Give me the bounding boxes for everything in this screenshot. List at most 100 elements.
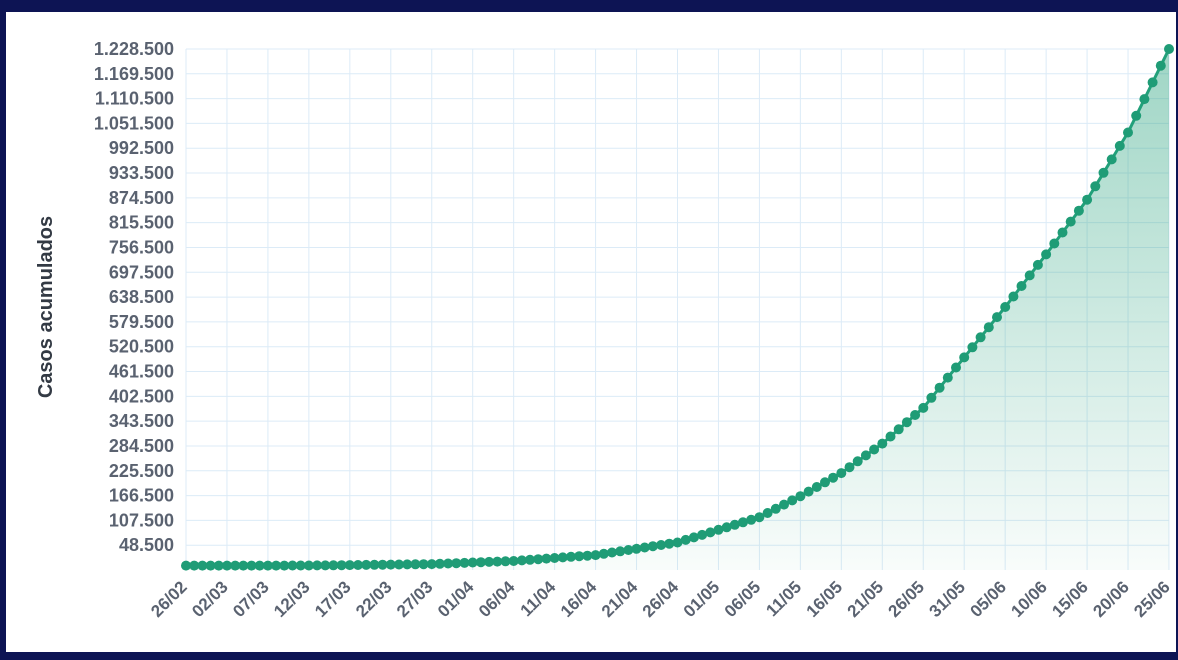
data-point bbox=[222, 560, 232, 571]
x-tick-label: 31/05 bbox=[926, 577, 970, 621]
y-tick-label: 1.110.500 bbox=[95, 89, 174, 109]
x-tick-label: 10/06 bbox=[1007, 577, 1051, 621]
data-point bbox=[287, 560, 298, 571]
x-tick-label: 06/04 bbox=[475, 577, 519, 621]
x-tick-label: 21/05 bbox=[844, 577, 888, 621]
y-tick-label: 1.228.500 bbox=[94, 39, 174, 59]
data-point bbox=[492, 556, 503, 567]
data-point bbox=[320, 560, 331, 571]
data-point bbox=[615, 546, 626, 557]
data-point bbox=[500, 556, 511, 567]
y-tick-label: 520.500 bbox=[109, 337, 174, 357]
data-point bbox=[647, 541, 658, 552]
chart-panel: 48.500 107.500 166.500 225.500 284.500 343.50… bbox=[6, 12, 1176, 652]
x-tick-label: 01/05 bbox=[680, 577, 724, 621]
data-point bbox=[860, 450, 871, 461]
x-tick-label: 20/06 bbox=[1089, 577, 1133, 621]
data-point bbox=[631, 543, 642, 554]
data-point bbox=[934, 382, 945, 393]
area-fill bbox=[186, 49, 1169, 570]
data-point bbox=[828, 472, 839, 483]
data-point bbox=[262, 560, 273, 571]
data-points bbox=[181, 44, 1174, 571]
data-point bbox=[877, 438, 888, 449]
data-point bbox=[475, 557, 486, 568]
y-tick-label: 343.500 bbox=[109, 411, 174, 431]
data-point bbox=[574, 551, 585, 562]
x-tick-label: 22/03 bbox=[352, 577, 396, 621]
data-point bbox=[582, 550, 593, 561]
x-tick-label: 26/05 bbox=[885, 577, 929, 621]
data-point bbox=[1073, 205, 1084, 216]
data-point bbox=[729, 519, 740, 530]
y-tick-label: 697.500 bbox=[109, 262, 174, 282]
data-point bbox=[869, 444, 880, 455]
x-tick-label: 11/04 bbox=[517, 577, 560, 620]
data-point bbox=[1123, 127, 1133, 138]
data-point bbox=[1049, 238, 1060, 249]
cumulative-cases-chart: 48.500 107.500 166.500 225.500 284.500 343.50… bbox=[35, 39, 1174, 621]
data-point bbox=[754, 512, 765, 523]
data-point bbox=[213, 560, 224, 571]
data-point bbox=[385, 559, 396, 570]
data-point bbox=[1106, 154, 1117, 165]
data-point bbox=[434, 558, 445, 569]
data-point bbox=[1090, 181, 1101, 192]
x-tick-label: 26/02 bbox=[147, 577, 191, 621]
data-point bbox=[942, 372, 953, 383]
x-tick-label: 02/03 bbox=[188, 577, 232, 621]
data-point bbox=[394, 559, 404, 570]
data-point bbox=[672, 537, 683, 548]
data-point bbox=[992, 312, 1002, 323]
data-point bbox=[377, 559, 388, 570]
y-tick-label: 284.500 bbox=[109, 436, 174, 456]
data-point bbox=[770, 503, 781, 514]
x-tick-label: 01/04 bbox=[434, 577, 478, 621]
data-point bbox=[836, 468, 847, 479]
data-point bbox=[443, 558, 454, 569]
y-tick-label: 1.051.500 bbox=[94, 113, 174, 133]
data-point bbox=[189, 560, 200, 571]
data-point bbox=[1098, 167, 1109, 178]
data-point bbox=[975, 332, 986, 343]
data-point bbox=[336, 560, 347, 571]
y-tick-label: 756.500 bbox=[109, 237, 174, 257]
data-point bbox=[451, 558, 462, 569]
data-point bbox=[295, 560, 306, 571]
data-point bbox=[1065, 216, 1076, 227]
data-point bbox=[344, 560, 355, 571]
data-point bbox=[762, 508, 773, 518]
data-point bbox=[1131, 110, 1142, 121]
y-tick-label: 225.500 bbox=[109, 461, 174, 481]
data-point bbox=[983, 322, 994, 333]
y-tick-label: 874.500 bbox=[109, 188, 174, 208]
y-tick-label: 461.500 bbox=[109, 362, 174, 382]
data-point bbox=[1032, 259, 1043, 270]
data-point bbox=[549, 553, 560, 563]
data-point bbox=[410, 559, 421, 570]
data-point bbox=[598, 548, 609, 559]
y-tick-label: 402.500 bbox=[109, 386, 174, 406]
data-point bbox=[197, 560, 208, 571]
x-tick-label: 17/03 bbox=[311, 577, 355, 621]
x-tick-label: 06/05 bbox=[721, 577, 765, 621]
data-point bbox=[918, 402, 929, 413]
x-tick-label: 16/04 bbox=[557, 577, 601, 621]
data-point bbox=[533, 554, 544, 565]
y-axis-label: Casos acumulados bbox=[35, 216, 57, 398]
data-point bbox=[639, 542, 650, 553]
area-path bbox=[186, 49, 1169, 570]
data-point bbox=[1041, 249, 1052, 260]
data-point bbox=[361, 559, 372, 570]
data-point bbox=[541, 553, 552, 564]
data-point bbox=[557, 552, 568, 563]
x-tick-label: 11/05 bbox=[762, 577, 805, 620]
data-point bbox=[525, 554, 535, 565]
y-tick-label: 933.500 bbox=[109, 163, 174, 183]
data-point bbox=[844, 462, 855, 473]
data-point bbox=[910, 410, 921, 420]
y-tick-label: 1.169.500 bbox=[94, 64, 174, 84]
data-point bbox=[656, 540, 667, 550]
data-point bbox=[705, 527, 716, 538]
data-point bbox=[688, 532, 699, 543]
